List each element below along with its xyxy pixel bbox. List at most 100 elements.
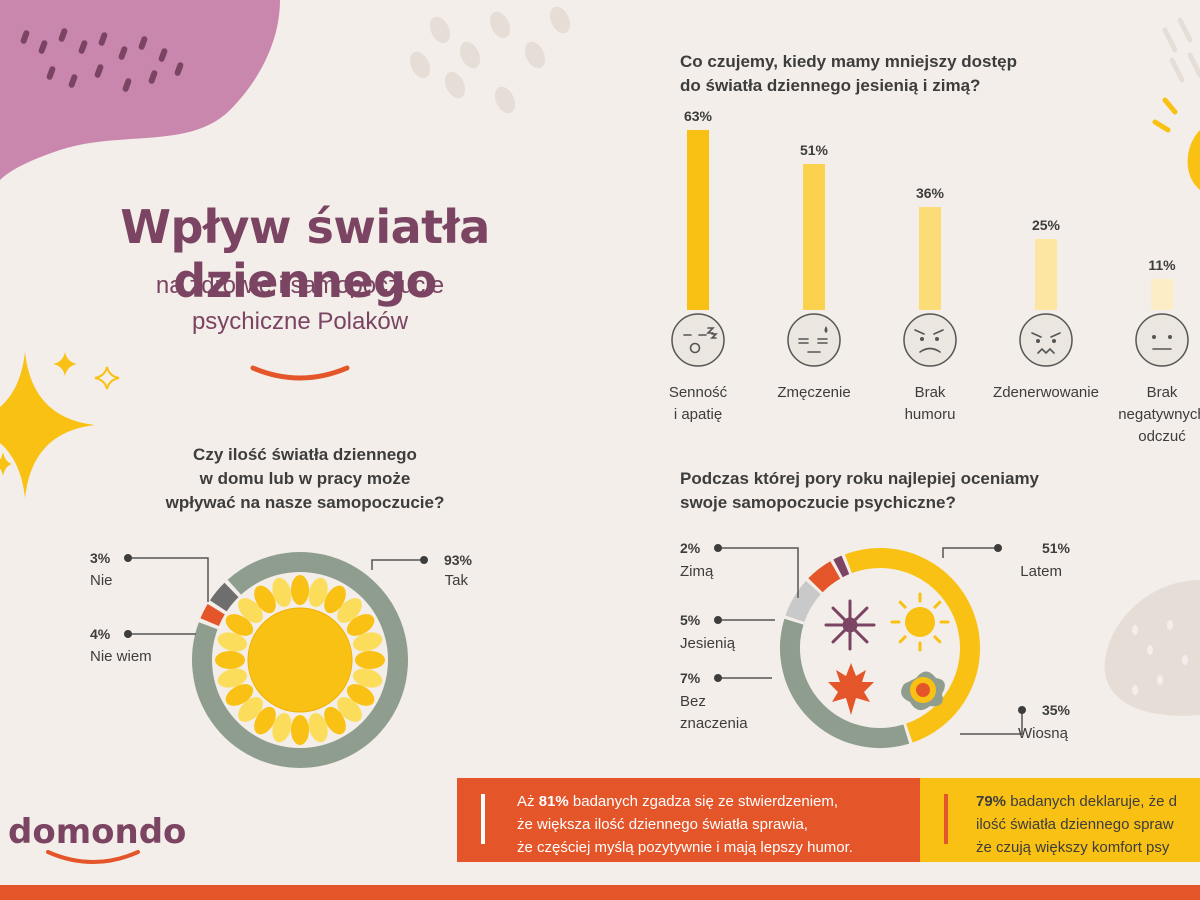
leader-line (130, 557, 209, 602)
leaf-icon (828, 663, 874, 715)
callout-mark (944, 794, 948, 844)
pct-label: 35% (1042, 702, 1071, 718)
q1-question: Czy ilość światła dziennego w domu lub w… (130, 443, 480, 515)
bar-category-label: Brak humoru (870, 382, 990, 426)
donut-slice-jesienią (808, 561, 841, 593)
bar-category-line: Zmęczenie (777, 384, 851, 401)
q3-donut-chart: 2% Zimą 5% Jesienią 7% Bez znaczenia 51% Latem 35… (680, 540, 1071, 748)
q2-bar-chart: 63% Senność i apatię 51% Zmęczenie 36% Brak hum… (640, 100, 1200, 460)
q1-line: wpływać na nasze samopoczucie? (165, 493, 445, 512)
sleepy-face-icon (671, 313, 725, 367)
pct-label: 3% (90, 550, 111, 566)
subtitle-line: psychiczne Polaków (191, 308, 409, 335)
bar-value-label: 36% (915, 185, 945, 202)
donut-slice-zimą (833, 555, 850, 578)
category-label: Zimą (680, 563, 714, 580)
category-label: Nie wiem (90, 648, 152, 665)
category-label: Jesienią (680, 635, 736, 652)
bar-value-label: 25% (1031, 216, 1061, 233)
logo: domondo (8, 812, 187, 864)
leader-dot (1018, 706, 1026, 714)
sun-icon (890, 592, 950, 652)
logo-smile (46, 850, 140, 864)
donut-slice-bez-znaczenia (785, 580, 821, 623)
donut-slice-tak (192, 552, 408, 768)
snowflake-icon (824, 599, 876, 651)
bar-value-label: 51% (799, 142, 829, 159)
q2-question: Co czujemy, kiedy mamy mniejszy dostęp d… (680, 50, 1100, 98)
logo-text: domondo (8, 812, 187, 852)
category-label: Bez (680, 693, 706, 710)
q3-line: Podczas której pory roku najlepiej oceni… (680, 469, 1040, 488)
leader-line (942, 547, 995, 558)
donut-slice-nie-wiem (209, 582, 239, 612)
callout-right: 79% badanych deklaruje, że d ilość świat… (920, 778, 1200, 862)
leader-dot (994, 544, 1002, 552)
page-title: Wpływ światła dziennego (120, 200, 490, 308)
bar (687, 130, 709, 310)
sparkle-icon (0, 352, 95, 498)
sad-face-icon (903, 313, 957, 367)
bar-category-line: i apatię (673, 406, 723, 423)
bar-value-label: 63% (683, 108, 713, 124)
bar-category-line: negatywnych (1118, 406, 1200, 423)
pct-label: 2% (680, 540, 701, 556)
donut-slice-latem (844, 548, 980, 743)
bar-category-line: Zdenerwowanie (993, 384, 1099, 401)
leader-dot (124, 554, 132, 562)
pct-label: 51% (1042, 540, 1071, 556)
callout-left: Aż 81% badanych zgadza się ze stwierdzen… (457, 778, 920, 862)
tired-face-icon (787, 313, 841, 367)
callout-highlight: 79% (976, 793, 1007, 810)
category-label: Latem (1020, 563, 1062, 580)
leader-line (720, 547, 799, 598)
category-label: Nie (90, 572, 113, 589)
leader-line (960, 710, 1023, 735)
flower-icon (901, 671, 945, 711)
leader-dot (714, 544, 722, 552)
callout-mark (481, 794, 485, 844)
donut-slice-wiosną (780, 618, 910, 748)
pct-label: 5% (680, 612, 701, 628)
bar-category-label: Senność i apatię (638, 382, 758, 426)
pct-label: 4% (90, 626, 111, 642)
neutral-face-icon (1135, 313, 1189, 367)
leader-dot (124, 630, 132, 638)
category-label: znaczenia (680, 715, 748, 732)
category-label: Tak (445, 572, 469, 589)
pct-label: 93% (444, 552, 473, 568)
leader-line (371, 559, 420, 570)
q2-line: Co czujemy, kiedy mamy mniejszy dostęp (680, 52, 1017, 71)
q1-line: w domu lub w pracy może (199, 469, 411, 488)
angry-face-icon (1019, 313, 1073, 367)
bar (919, 207, 941, 310)
callout-line: 79% badanych deklaruje, że d (976, 793, 1177, 810)
leader-dot (714, 616, 722, 624)
callout-line: że częściej myślą pozytywnie i mają leps… (517, 839, 853, 856)
category-label: Wiosną (1018, 725, 1069, 742)
q3-line: swoje samopoczucie psychiczne? (680, 493, 956, 512)
pct-label: 7% (680, 670, 701, 686)
callout-line: że czują większy komfort psy (976, 839, 1170, 856)
bar-category-label: Brak negatywnych odczuć (1102, 382, 1200, 448)
bar-category-label: Zmęczenie (754, 382, 874, 404)
bar-category-line: Senność (668, 384, 728, 401)
q3-question: Podczas której pory roku najlepiej oceni… (680, 467, 1100, 515)
callout-line: Aż 81% badanych zgadza się ze stwierdzen… (517, 793, 839, 810)
bar (1151, 278, 1173, 310)
leader-dot (420, 556, 428, 564)
sun-icon (215, 575, 385, 745)
bar-category-line: humoru (904, 406, 956, 423)
donut-slice-nie (200, 603, 225, 627)
bar-category-line: Brak (914, 384, 946, 401)
callout-highlight: 81% (538, 793, 569, 810)
bar-category-label: Zdenerwowanie (986, 382, 1106, 404)
leader-dot (714, 674, 722, 682)
bar-value-label: 11% (1148, 256, 1176, 273)
bar (1035, 238, 1057, 310)
subtitle-line: na zdrowie i samopoczucie (155, 272, 445, 299)
bar (803, 164, 825, 310)
q2-line: do światła dziennego jesienią i zimą? (680, 76, 981, 95)
bar-category-line: Brak (1146, 384, 1178, 401)
